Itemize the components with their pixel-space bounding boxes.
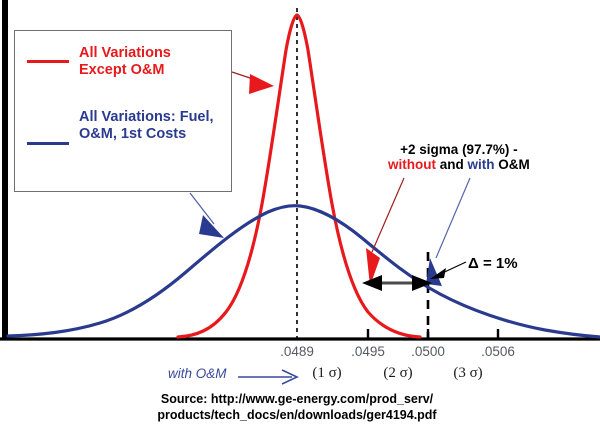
legend-entry-red: All Variations Except O&M — [27, 45, 171, 80]
legend-label-blue: All Variations: Fuel, O&M, 1st Costs — [79, 109, 214, 144]
source-note: Source: http://www.ge-energy.com/prod_se… — [0, 392, 600, 423]
with-om-arrow — [238, 369, 299, 385]
source-note-line2: products/tech_docs/en/downloads/ger4194.… — [157, 407, 437, 422]
delta-label-pointer-arrow — [430, 261, 467, 279]
x-tick-label-0500: .0500 — [411, 344, 445, 359]
sigma-without-om-pointer-arrow — [366, 177, 405, 286]
legend-label-red-line1: All Variations — [79, 45, 171, 61]
legend-swatch-blue — [27, 142, 69, 145]
red-legend-pointer-arrow — [231, 71, 274, 94]
legend-label-blue-line1: All Variations: Fuel, — [79, 109, 214, 125]
blue-legend-pointer-arrow — [189, 192, 224, 238]
sigma-annotation-line2: without and with O&M — [388, 157, 530, 172]
sigma-annotation-with: with — [467, 157, 495, 172]
legend-label-red-line2: Except O&M — [79, 62, 165, 79]
x-sigma-label-2: (2 σ) — [383, 365, 413, 381]
sigma-annotation-and: and — [435, 157, 468, 172]
legend: All Variations Except O&M All Variations… — [14, 30, 232, 192]
delta-annotation: Δ = 1% — [468, 255, 518, 272]
sigma-annotation-without: without — [388, 157, 436, 172]
legend-label-blue-line2: O&M, 1st Costs — [79, 126, 187, 143]
legend-swatch-red — [27, 60, 69, 63]
x-sigma-label-3: (3 σ) — [453, 365, 483, 381]
x-tick-label-0506: .0506 — [481, 344, 515, 359]
blue-distribution-curve — [6, 204, 600, 339]
legend-entry-blue: All Variations: Fuel, O&M, 1st Costs — [27, 109, 214, 145]
source-note-line1: Source: http://www.ge-energy.com/prod_se… — [160, 392, 434, 406]
delta-span-double-arrow — [362, 275, 432, 291]
sigma-annotation-line1: +2 sigma (97.7%) - — [400, 142, 518, 157]
with-om-axis-label: with O&M — [168, 366, 227, 381]
legend-label-red: All Variations Except O&M — [79, 45, 171, 80]
x-sigma-label-1: (1 σ) — [312, 365, 342, 381]
sigma-annotation: +2 sigma (97.7%) - without and with O&M — [388, 142, 530, 172]
x-tick-label-0495: .0495 — [351, 344, 385, 359]
red-distribution-curve — [176, 13, 422, 339]
sigma-annotation-om: O&M — [494, 157, 530, 172]
x-tick-label-0489: .0489 — [280, 344, 314, 359]
